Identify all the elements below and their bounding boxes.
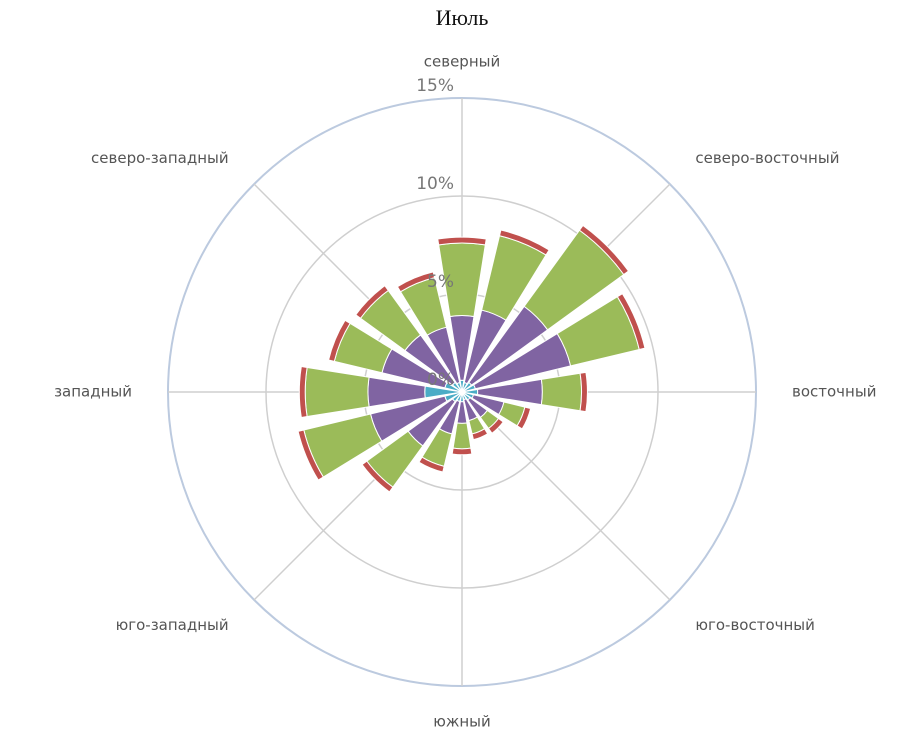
bar-segment xyxy=(471,428,489,441)
category-label: юго-восточный xyxy=(695,616,815,634)
bar-segment xyxy=(498,229,550,256)
bar-segment xyxy=(487,417,504,434)
bar-segment xyxy=(437,236,487,246)
bar-segment xyxy=(367,376,426,408)
category-label: северо-западный xyxy=(91,149,229,167)
bar-segment xyxy=(418,456,445,473)
category-label: северо-восточный xyxy=(695,149,839,167)
bar-segment xyxy=(579,371,588,413)
bar-segment xyxy=(327,319,351,362)
bar-segment xyxy=(578,224,630,276)
bar-segment xyxy=(452,422,472,450)
y-tick-label: 0% xyxy=(427,370,454,390)
y-tick-label: 15% xyxy=(416,76,454,96)
y-tick-label: 5% xyxy=(427,272,454,292)
bar-segment xyxy=(361,460,394,493)
bar-segment xyxy=(304,366,370,418)
bar-segment xyxy=(540,372,583,412)
bar-segment xyxy=(516,406,532,430)
chart-title: Июль xyxy=(436,5,489,30)
category-label: восточный xyxy=(792,383,876,401)
bar-segment xyxy=(616,292,646,351)
bar-segment xyxy=(451,447,473,456)
bar-segment xyxy=(298,365,308,419)
bar-segment xyxy=(355,285,389,319)
bar-segment xyxy=(297,429,324,481)
bar-segment xyxy=(396,271,436,293)
category-label: южный xyxy=(433,713,491,731)
category-label: юго-западный xyxy=(116,616,229,634)
category-label: северный xyxy=(424,53,500,71)
y-tick-label: 10% xyxy=(416,174,454,194)
category-label: западный xyxy=(54,383,132,401)
